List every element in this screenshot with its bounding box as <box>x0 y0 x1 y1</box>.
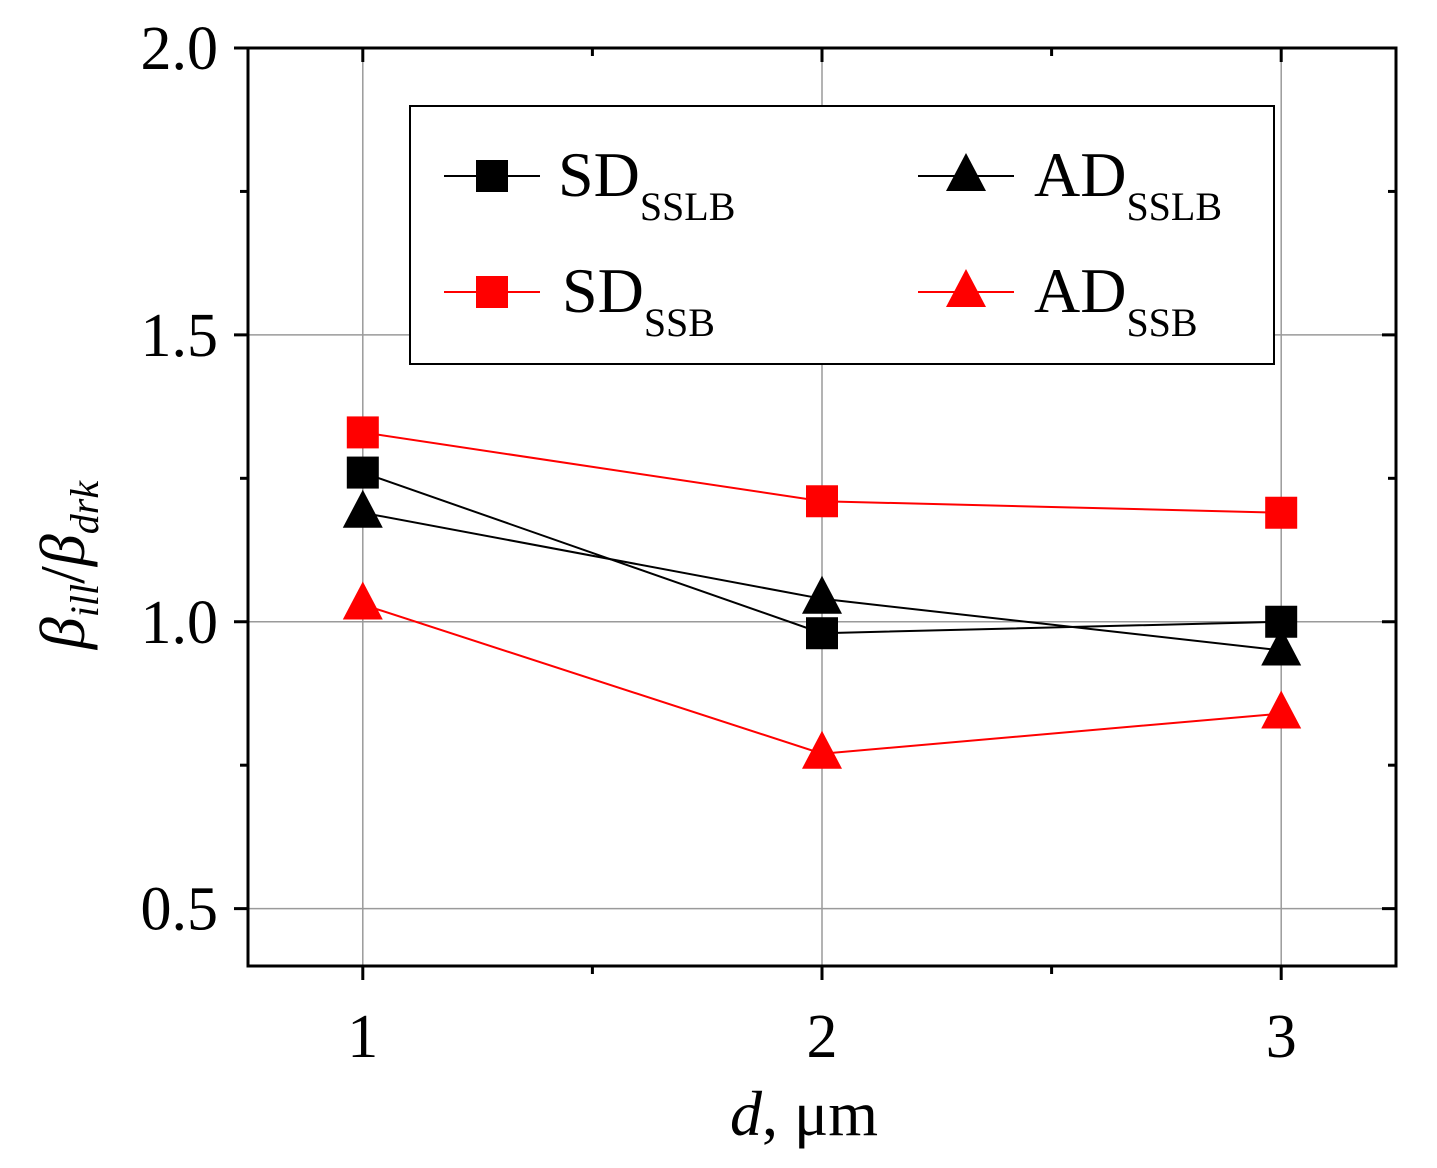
point-sd-ssb-2 <box>806 485 838 518</box>
legend-box <box>409 105 1275 365</box>
point-ad-ssb-2 <box>802 730 842 769</box>
legend: SDSSLB ADSSLB SDSSB ADSSB <box>409 105 1275 365</box>
point-ad-sslb-2 <box>802 575 842 614</box>
legend-marker-ad-ssb <box>946 269 986 307</box>
legend-label-sd-sslb: SDSSLB <box>558 139 735 229</box>
legend-item-ad-sslb: ADSSLB <box>918 139 1222 229</box>
legend-item-sd-ssb: SDSSB <box>444 255 715 345</box>
x-tick-label-1: 1 <box>347 1003 378 1071</box>
legend-marker-ad-sslb <box>946 153 986 191</box>
legend-item-ad-ssb: ADSSB <box>918 255 1198 345</box>
point-ad-ssb-3 <box>1261 690 1302 729</box>
y-tick-label-2: 1.0 <box>141 589 219 657</box>
y-axis-label: βill/βdrk <box>27 480 107 651</box>
x-axis-label: d, μm <box>730 1078 878 1149</box>
y-tick-label-1: 0.5 <box>141 876 219 944</box>
legend-marker-sd-sslb <box>476 160 508 192</box>
series-ad-sslb <box>342 489 1302 666</box>
point-ad-sslb-1 <box>342 489 383 528</box>
point-sd-ssb-1 <box>346 416 379 449</box>
point-sd-sslb-1 <box>346 456 379 489</box>
series-sd-ssb <box>346 416 1298 529</box>
point-sd-ssb-3 <box>1265 496 1298 529</box>
series-layer <box>342 416 1302 769</box>
point-ad-sslb-3 <box>1261 627 1302 666</box>
series-ad-ssb <box>342 581 1302 769</box>
y-tick-label-4: 2.0 <box>141 15 219 83</box>
legend-label-ad-sslb: ADSSLB <box>1034 139 1222 229</box>
legend-label-sd-ssb: SDSSB <box>562 255 715 345</box>
x-tick-label-3: 3 <box>1266 1003 1297 1071</box>
legend-item-sd-sslb: SDSSLB <box>444 139 735 229</box>
legend-label-ad-ssb: ADSSB <box>1034 255 1198 345</box>
x-tick-label-2: 2 <box>807 1003 838 1071</box>
legend-marker-sd-ssb <box>476 276 508 308</box>
series-sd-sslb <box>346 456 1298 650</box>
axis-ticks: 1 2 3 0.5 1.0 1.5 2.0 <box>141 15 1396 1071</box>
point-ad-ssb-1 <box>342 581 383 620</box>
point-sd-sslb-2 <box>806 617 838 650</box>
y-tick-label-3: 1.5 <box>141 302 219 370</box>
